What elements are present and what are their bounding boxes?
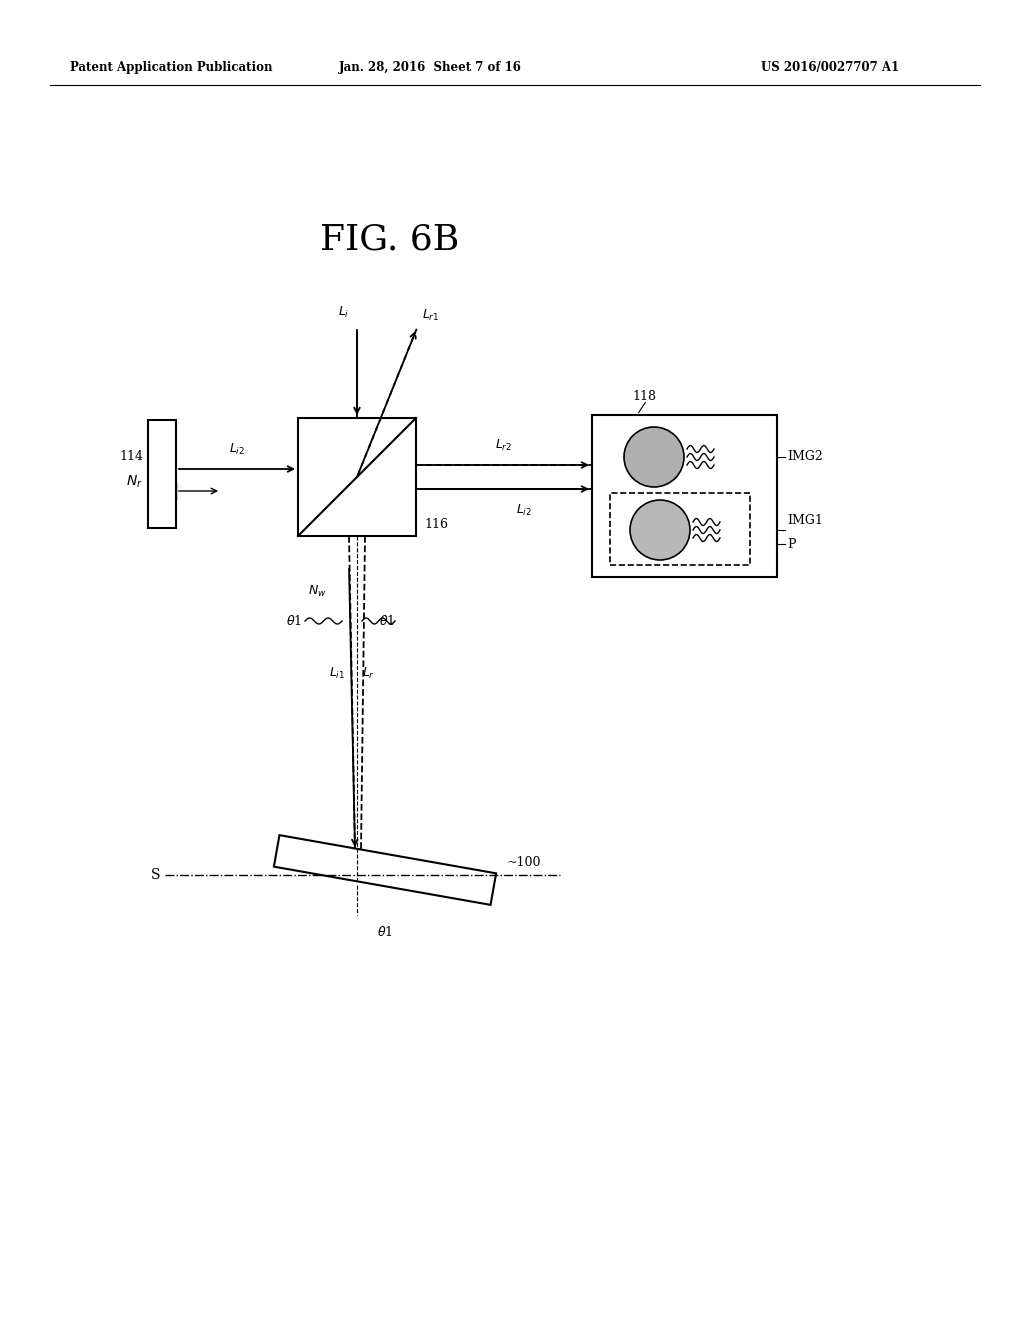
Text: 116: 116 [424, 517, 449, 531]
Text: IMG1: IMG1 [787, 513, 823, 527]
Bar [273, 836, 496, 904]
Circle shape [630, 500, 690, 560]
Bar [610, 492, 750, 565]
Text: Jan. 28, 2016  Sheet 7 of 16: Jan. 28, 2016 Sheet 7 of 16 [339, 62, 521, 74]
Text: $N_r$: $N_r$ [126, 474, 143, 490]
Text: $L_{i1}$: $L_{i1}$ [329, 667, 345, 681]
Text: ~100: ~100 [507, 855, 542, 869]
Text: $\theta$1: $\theta$1 [286, 614, 302, 628]
Text: Patent Application Publication: Patent Application Publication [70, 62, 272, 74]
Text: $L_{r1}$: $L_{r1}$ [422, 308, 439, 323]
Text: $L_{r2}$: $L_{r2}$ [496, 438, 513, 453]
Text: $L_{i2}$: $L_{i2}$ [516, 503, 532, 519]
Bar [148, 420, 176, 528]
Text: P: P [787, 537, 796, 550]
Text: US 2016/0027707 A1: US 2016/0027707 A1 [761, 62, 899, 74]
Bar [592, 414, 777, 577]
Text: 114: 114 [119, 450, 143, 462]
Text: $\theta$1: $\theta$1 [379, 614, 395, 628]
Text: $L_{i2}$: $L_{i2}$ [229, 442, 245, 457]
Bar [298, 418, 416, 536]
Text: $L_i$: $L_i$ [338, 305, 349, 319]
Text: 118: 118 [632, 391, 656, 404]
Text: $N_w$: $N_w$ [308, 583, 327, 598]
Text: $L_r$: $L_r$ [362, 667, 375, 681]
Text: $\theta$1: $\theta$1 [377, 925, 393, 939]
Text: FIG. 6B: FIG. 6B [321, 223, 460, 257]
Text: IMG2: IMG2 [787, 450, 822, 463]
Text: S: S [151, 869, 160, 882]
Circle shape [624, 426, 684, 487]
